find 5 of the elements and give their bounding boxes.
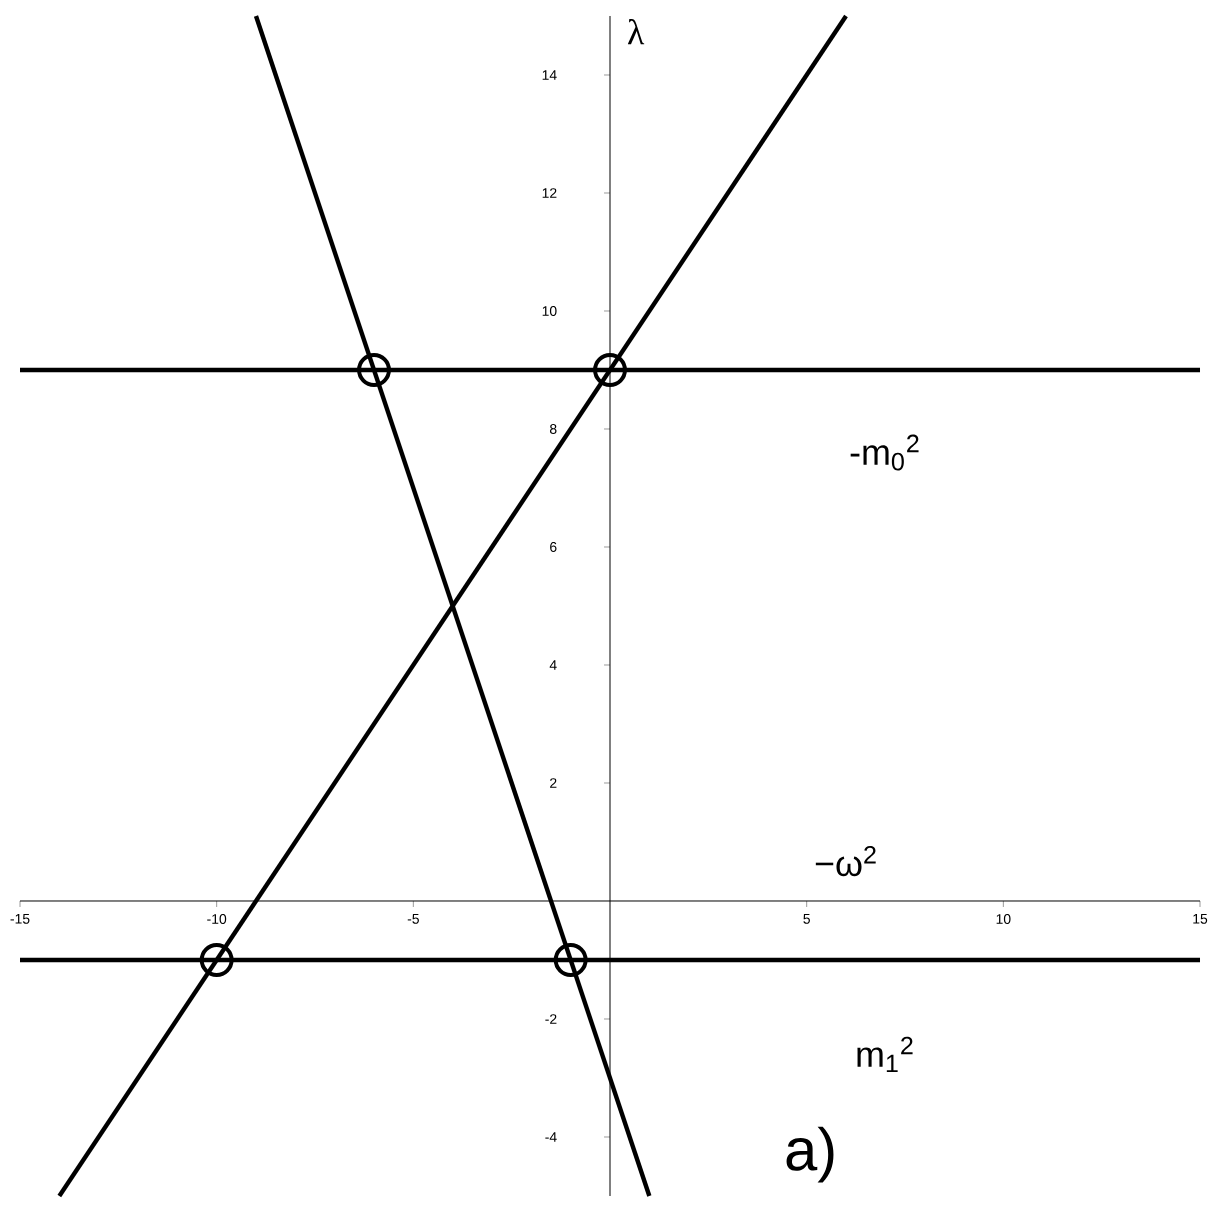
x-axis-title: −ω$^{2}$ <box>815 845 876 877</box>
annotation: a) <box>786 1126 834 1183</box>
annotation: m$_{1}$2 <box>857 1036 913 1073</box>
y-axis-title: λ <box>627 19 645 45</box>
annotation: -m$_{0}$2 <box>850 434 919 471</box>
